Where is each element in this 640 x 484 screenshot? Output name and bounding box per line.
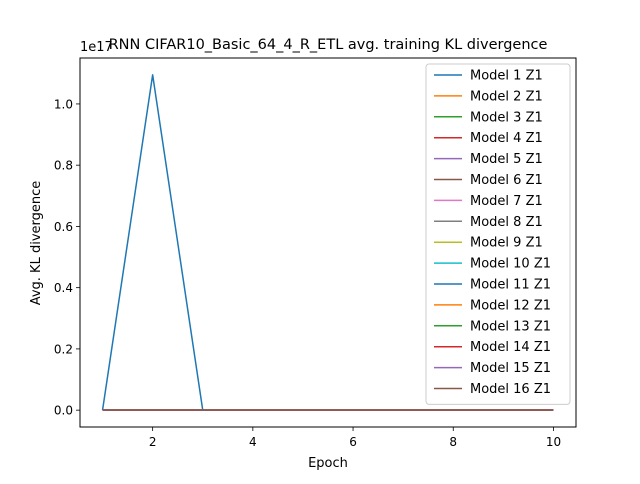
x-axis-label: Epoch [308,456,348,471]
y-tick-label: 0.4 [54,281,73,295]
y-tick-label: 0.0 [54,404,73,418]
legend-label-13: Model 13 Z1 [470,319,551,334]
legend-label-4: Model 4 Z1 [470,131,543,146]
x-tick-label: 4 [249,435,257,449]
legend-label-2: Model 2 Z1 [470,89,543,104]
x-tick-label: 2 [149,435,157,449]
x-tick-label: 6 [349,435,357,449]
y-tick-label: 0.6 [54,220,73,234]
x-axis-ticks: 2 4 6 8 10 [149,427,561,449]
legend-label-10: Model 10 Z1 [470,257,551,272]
legend-box [425,63,571,405]
y-axis-ticks: 0.0 0.2 0.4 0.6 0.8 1.0 [54,97,80,418]
series-layer [101,74,554,411]
legend-label-15: Model 15 Z1 [470,361,551,376]
y-axis-offset-label: 1e17 [80,40,113,55]
legend-label-16: Model 16 Z1 [470,382,551,397]
legend-label-11: Model 11 Z1 [470,278,551,293]
y-axis-label: Avg. KL divergence [29,181,44,306]
legend-label-7: Model 7 Z1 [470,194,543,209]
legend: Model 1 Z1 Model 2 Z1 Model 3 Z1 Model 4 Z1… [425,63,571,405]
x-tick-label: 10 [546,435,561,449]
y-tick-label: 0.2 [54,342,73,356]
y-tick-label: 0.8 [54,159,73,173]
legend-label-5: Model 5 Z1 [470,152,543,167]
legend-label-8: Model 8 Z1 [470,215,543,230]
legend-label-3: Model 3 Z1 [470,110,543,125]
y-tick-label: 1.0 [54,97,73,111]
legend-label-1: Model 1 Z1 [470,69,543,84]
legend-label-12: Model 12 Z1 [470,298,551,313]
legend-label-6: Model 6 Z1 [470,173,543,188]
x-tick-label: 8 [449,435,457,449]
chart-title: RNN CIFAR10_Basic_64_4_R_ETL avg. traini… [109,37,548,53]
legend-label-14: Model 14 Z1 [470,340,551,355]
plot-frame [79,57,577,428]
legend-label-9: Model 9 Z1 [470,236,543,251]
